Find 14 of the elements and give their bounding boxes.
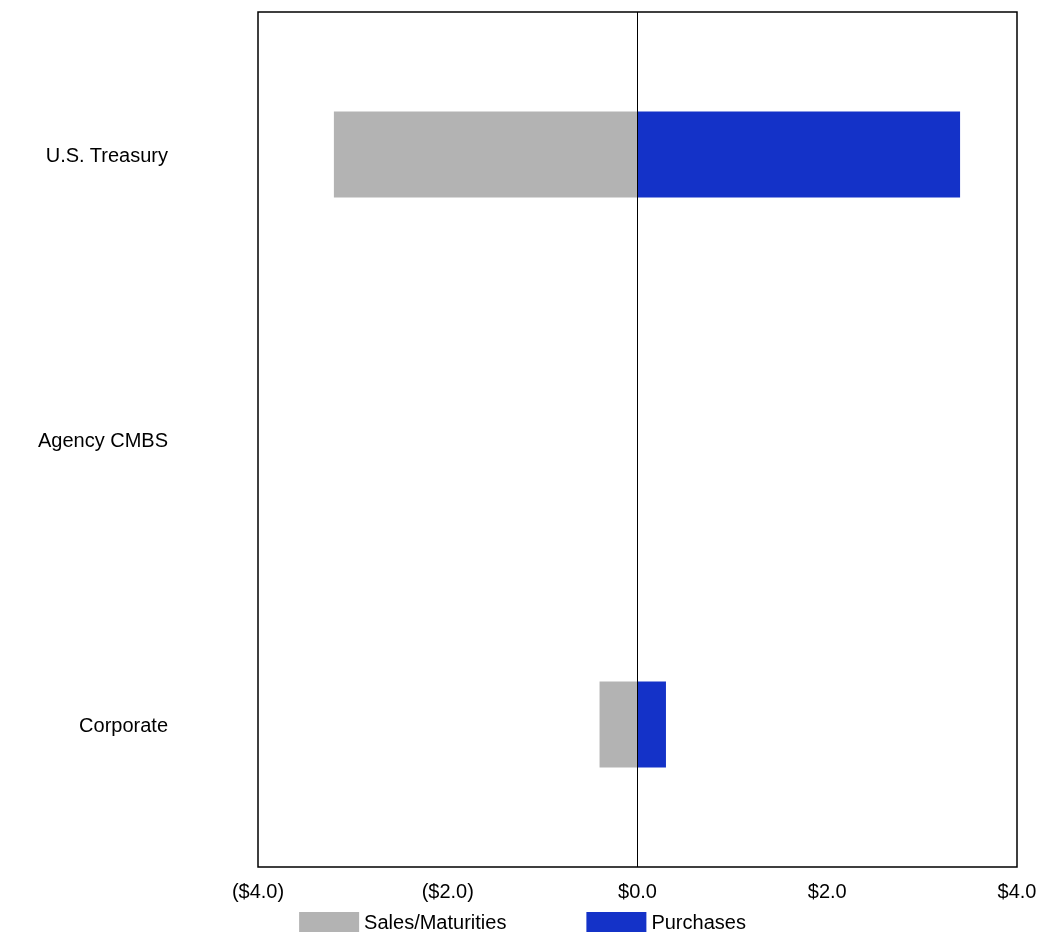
x-tick-label: $0.0 <box>618 880 657 902</box>
x-tick-label: $4.0 <box>997 880 1037 902</box>
y-tick-label: U.S. Treasury <box>45 143 168 166</box>
bar <box>333 111 638 198</box>
x-tick-label: ($4.0) <box>231 880 285 902</box>
y-tick-label: Corporate <box>79 713 168 736</box>
x-tick-label: ($2.0) <box>421 880 474 902</box>
bar <box>637 111 961 198</box>
y-tick-label: Agency CMBS <box>37 428 168 451</box>
bar <box>599 681 638 768</box>
legend-label: Sales/Maturities <box>364 911 507 933</box>
x-tick-label: $2.0 <box>807 880 847 902</box>
legend-label: Purchases <box>651 911 746 933</box>
bar <box>637 681 666 768</box>
